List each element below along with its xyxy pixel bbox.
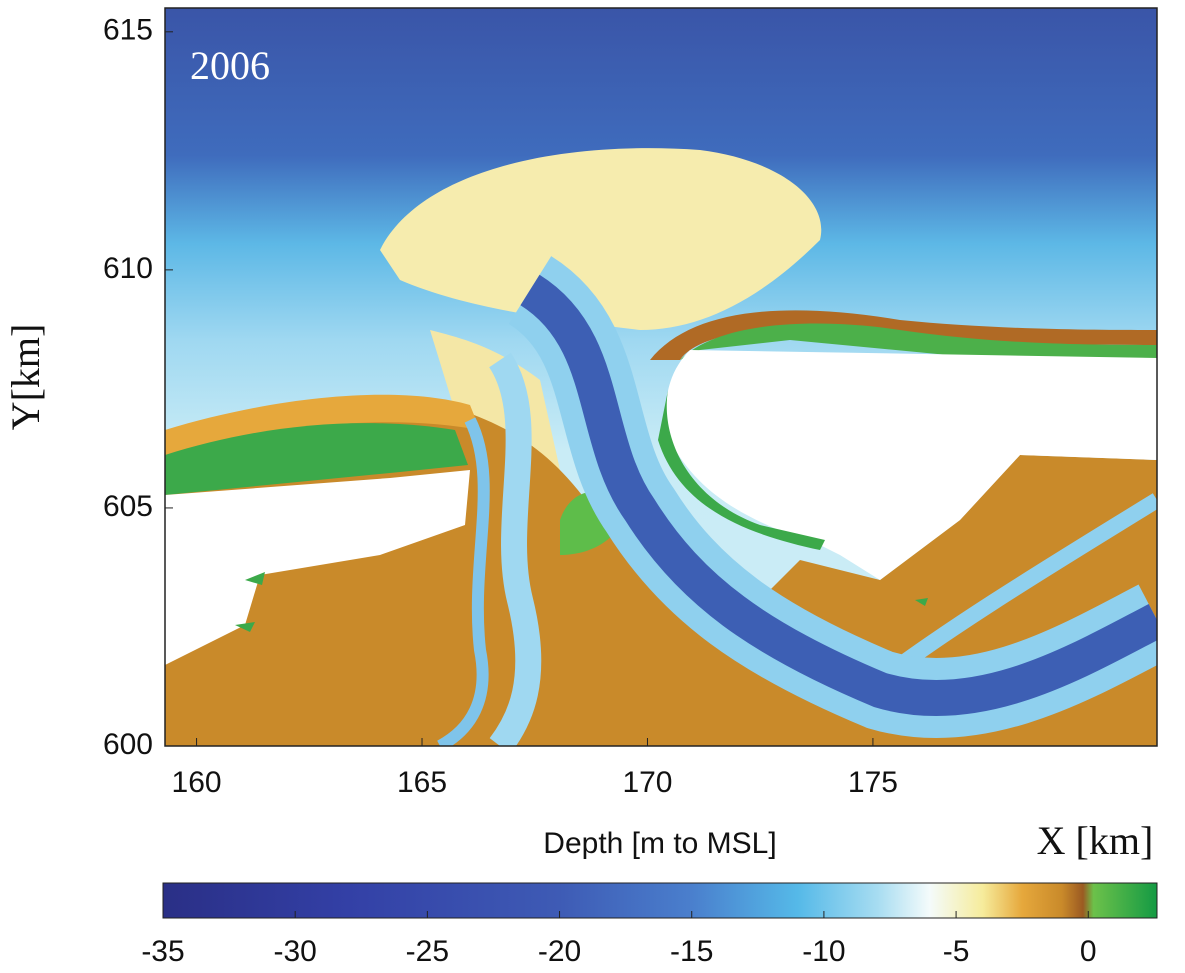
main-channel [519,274,1157,717]
colorbar [162,882,1158,919]
green-flat [680,323,1157,360]
y-tick-label: 600 [103,728,153,761]
plot-frame [164,7,1158,747]
colorbar-tick-label: 0 [1080,935,1097,968]
side-channel [875,493,1157,687]
x-axis-label: X [km] [1037,818,1154,863]
colorbar-tick-label: -30 [274,935,317,968]
side-channel [488,352,542,746]
year-annotation: 2006 [190,43,270,88]
x-tick-label: 175 [848,766,898,799]
land [666,350,1157,580]
colorbar-tick-label: -20 [538,935,581,968]
colorbar-tick-label: -35 [141,935,184,968]
x-tick-label: 160 [172,766,222,799]
y-axis-label: Y[km] [3,324,48,431]
colorbar-tick-label: -10 [802,935,845,968]
x-tick-label: 165 [397,766,447,799]
green-flat [658,390,825,550]
colorbar-tick-label: -25 [406,935,449,968]
colorbar-label: Depth [m to MSL] [543,827,776,860]
side-channel [437,417,490,746]
depth-map [165,8,1157,746]
y-tick-label: 605 [103,490,153,523]
green-flat [165,423,468,495]
colorbar-tick-label: -5 [943,935,970,968]
y-tick-label: 610 [103,252,153,285]
y-tick-label: 615 [103,14,153,47]
shoal [380,148,822,330]
land-edge [165,394,480,460]
land [165,470,470,665]
x-tick-label: 170 [622,766,672,799]
colorbar-tick-label: -15 [670,935,713,968]
